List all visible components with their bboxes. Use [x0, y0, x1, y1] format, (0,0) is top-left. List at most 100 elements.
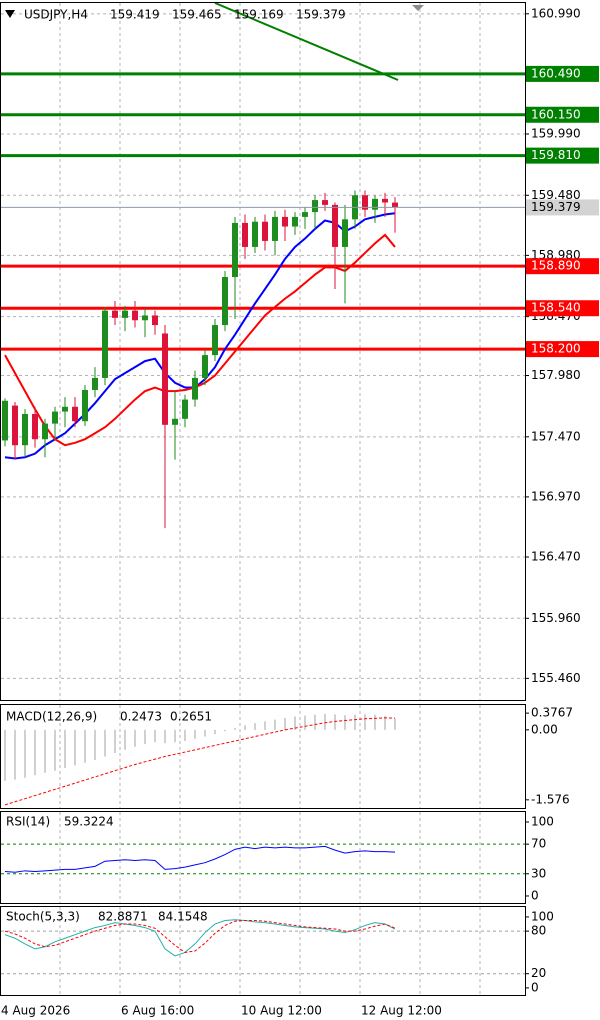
panel-frame — [0, 704, 526, 809]
candle-body — [272, 216, 278, 241]
y-tick-label: 0 — [531, 888, 539, 902]
shift-marker — [412, 5, 424, 11]
candle-body — [2, 400, 8, 441]
candle-body — [242, 222, 248, 247]
panel-frame — [0, 906, 526, 996]
level-label: 158.200 — [531, 342, 581, 356]
candle-body — [302, 212, 308, 217]
indicator-line — [4, 233, 396, 447]
y-tick-label: 155.460 — [531, 671, 581, 685]
y-tick-label: 160.990 — [531, 6, 581, 20]
level-label: 158.540 — [531, 301, 581, 315]
candle-body — [212, 325, 218, 356]
level-label: 159.810 — [531, 148, 581, 162]
candle-body — [312, 200, 318, 213]
candle-body — [362, 195, 368, 210]
indicator-value: 59.3224 — [64, 815, 114, 829]
indicator-line — [4, 845, 396, 873]
y-tick-label: 159.480 — [531, 188, 581, 202]
indicator-line — [4, 212, 396, 460]
y-tick-label: 100 — [531, 814, 554, 828]
candle-body — [202, 355, 208, 378]
candle-body — [382, 198, 388, 203]
candle-body — [152, 315, 158, 326]
y-tick-label: 30 — [531, 866, 546, 880]
indicator-line — [4, 919, 396, 953]
level-label-box — [526, 106, 599, 123]
candle-body — [252, 221, 258, 247]
candle-body — [172, 418, 178, 425]
y-tick-label: 70 — [531, 837, 546, 851]
indicator-title: Stoch(5,3,3) — [6, 910, 80, 924]
candle-body — [192, 377, 198, 400]
x-tick-label: 4 Aug 2026 — [1, 1004, 70, 1018]
candle-body — [222, 276, 228, 326]
panel-frame — [0, 811, 526, 904]
candle-body — [372, 198, 378, 210]
y-tick-label: 155.960 — [531, 611, 581, 625]
x-tick-label: 12 Aug 12:00 — [361, 1004, 442, 1018]
y-tick-label: 156.970 — [531, 489, 581, 503]
indicator-line — [4, 919, 396, 957]
indicator-title: RSI(14) — [6, 815, 50, 829]
y-tick-label: 20 — [531, 966, 546, 980]
ohlc-value: 159.169 — [234, 8, 284, 22]
price-label: 159.379 — [531, 200, 581, 214]
candle-body — [102, 310, 108, 378]
price-label-box — [526, 199, 599, 216]
panel-data — [1, 919, 525, 975]
hdr-icon — [5, 10, 15, 18]
ohlc-value: 159.379 — [296, 8, 346, 22]
candle-body — [162, 333, 168, 425]
ohlc-value: 159.465 — [172, 8, 222, 22]
y-tick-label: 100 — [531, 909, 554, 923]
indicator-value: 82.8871 — [98, 910, 148, 924]
level-label: 160.490 — [531, 66, 581, 80]
candle-body — [342, 219, 348, 247]
level-label: 160.150 — [531, 107, 581, 121]
candle-body — [182, 399, 188, 419]
indicator-title: MACD(12,26,9) — [6, 710, 97, 724]
indicator-value: 84.1548 — [158, 910, 208, 924]
trendline — [214, 3, 399, 81]
candle-body — [262, 221, 268, 241]
chart-title: USDJPY,H4 — [24, 8, 88, 22]
indicator-value: 0.2473 — [120, 710, 162, 724]
indicator-value: 0.2651 — [170, 710, 212, 724]
panel-frame — [0, 2, 526, 701]
y-tick-label: 80 — [531, 924, 546, 938]
candle-body — [62, 406, 68, 412]
candle-body — [92, 377, 98, 390]
level-label: 158.890 — [531, 259, 581, 273]
y-tick-label: 0 — [531, 980, 539, 994]
candle-body — [322, 200, 328, 205]
candle-body — [112, 310, 118, 318]
y-tick-label: 0.3767 — [531, 706, 573, 720]
y-tick-label: 0.00 — [531, 722, 558, 736]
candle-body — [42, 423, 48, 440]
grid — [1, 3, 525, 995]
y-tick-label: 156.470 — [531, 549, 581, 563]
candle-body — [122, 310, 128, 318]
y-tick-label: 159.990 — [531, 126, 581, 140]
panel-data — [4, 713, 396, 806]
panel-data — [1, 72, 525, 529]
x-tick-label: 6 Aug 16:00 — [121, 1004, 194, 1018]
candle-body — [142, 315, 148, 321]
candle-body — [32, 413, 38, 440]
candle-body — [332, 204, 338, 247]
y-tick-label: 157.470 — [531, 429, 581, 443]
candle-body — [12, 405, 18, 446]
indicator-line — [4, 717, 396, 806]
y-tick-label: -1.576 — [531, 792, 570, 806]
ohlc-value: 159.419 — [110, 8, 160, 22]
candle-body — [232, 222, 238, 277]
panel-data — [1, 843, 525, 875]
level-label-box — [526, 147, 599, 164]
y-tick-label: 157.980 — [531, 368, 581, 382]
candle-body — [392, 202, 398, 208]
level-label-box — [526, 65, 599, 82]
candle-body — [282, 216, 288, 227]
candle-body — [72, 406, 78, 422]
